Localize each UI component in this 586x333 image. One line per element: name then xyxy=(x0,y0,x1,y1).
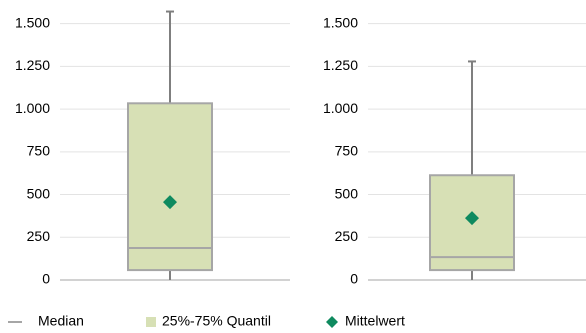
y-tick-label: 1.500 xyxy=(323,14,358,30)
legend-icon xyxy=(146,317,156,327)
legend-label: Median xyxy=(38,313,84,329)
y-tick-label: 500 xyxy=(27,185,51,201)
y-tick-label: 1.000 xyxy=(323,100,358,116)
y-tick-label: 750 xyxy=(27,143,51,159)
legend-icon xyxy=(326,316,338,328)
mean-marker xyxy=(465,211,479,226)
legend-label: 25%-75% Quantil xyxy=(162,313,271,329)
y-tick-label: 250 xyxy=(27,228,51,244)
y-tick-label: 750 xyxy=(335,143,359,159)
legend-label: Mittelwert xyxy=(345,313,405,329)
y-tick-label: 1.250 xyxy=(15,57,50,73)
y-tick-label: 1.250 xyxy=(323,57,358,73)
y-tick-label: 0 xyxy=(42,271,50,287)
mean-marker xyxy=(163,195,177,210)
y-tick-label: 1.000 xyxy=(15,100,50,116)
y-tick-label: 0 xyxy=(350,271,358,287)
box xyxy=(127,102,213,272)
y-tick-label: 500 xyxy=(335,185,359,201)
y-tick-label: 250 xyxy=(335,228,359,244)
y-tick-label: 1.500 xyxy=(15,14,50,30)
